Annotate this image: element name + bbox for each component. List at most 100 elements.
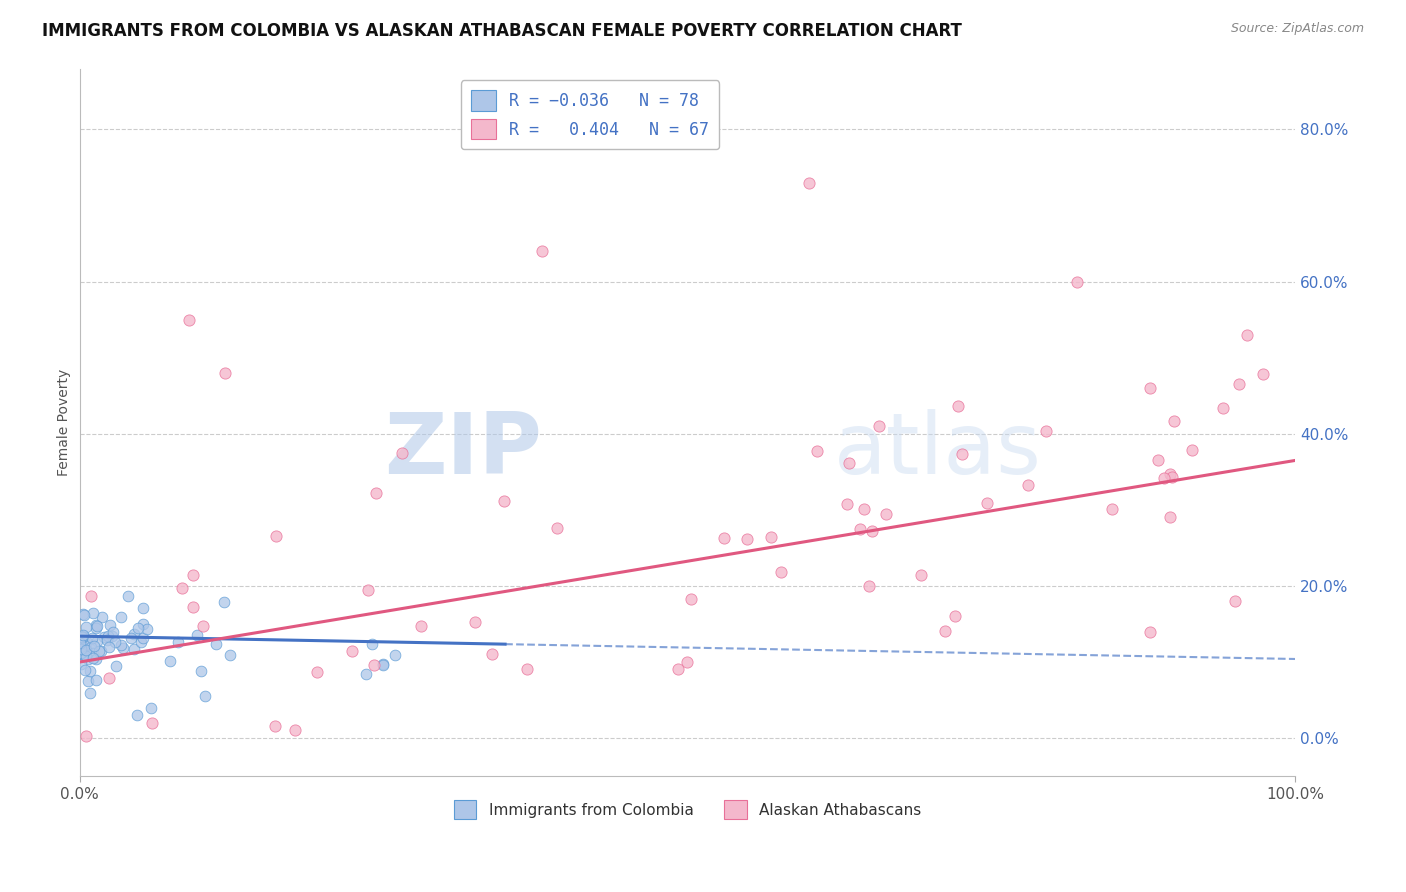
Point (84, 651, 107, 665)
Point (797, 176, 820, 190)
Point (75, 620, 97, 634)
Point (72, 607, 94, 621)
Point (139, 700, 162, 714)
Point (219, 648, 242, 662)
Point (79, 664, 101, 678)
Point (86, 634, 108, 648)
Point (1212, 401, 1234, 415)
Point (357, 583, 380, 598)
Point (384, 648, 406, 662)
Point (101, 629, 124, 643)
Text: Source: ZipAtlas.com: Source: ZipAtlas.com (1230, 22, 1364, 36)
Point (1223, 594, 1246, 608)
Point (80, 631, 103, 645)
Point (124, 642, 146, 657)
Point (159, 654, 181, 668)
Point (858, 579, 880, 593)
Point (167, 634, 190, 648)
Point (129, 634, 152, 648)
Point (1035, 424, 1057, 438)
Point (494, 494, 516, 508)
Point (1163, 414, 1185, 428)
Point (132, 617, 155, 632)
Point (82, 607, 104, 621)
Point (79, 686, 101, 700)
Point (264, 719, 287, 733)
Text: atlas: atlas (834, 409, 1042, 492)
Point (101, 625, 124, 640)
Point (72, 607, 94, 622)
Point (373, 657, 395, 671)
Point (679, 592, 702, 607)
Point (117, 590, 139, 604)
Point (342, 643, 364, 657)
Point (69, 636, 91, 650)
Point (84, 621, 107, 635)
Point (950, 447, 973, 461)
Point (910, 568, 932, 582)
Point (110, 638, 132, 652)
Point (190, 664, 212, 678)
Point (75, 634, 97, 648)
Point (976, 496, 998, 510)
Point (141, 715, 163, 730)
Point (69, 646, 91, 660)
Point (80, 589, 103, 603)
Point (72, 641, 94, 656)
Point (77, 652, 100, 666)
Point (89, 644, 111, 658)
Point (1251, 367, 1274, 381)
Point (212, 595, 235, 609)
Point (943, 609, 966, 624)
Point (91, 610, 114, 624)
Point (69, 637, 91, 651)
Point (98, 640, 121, 654)
Point (84, 617, 107, 632)
Point (181, 567, 204, 582)
Point (132, 631, 155, 645)
Point (366, 485, 388, 500)
Point (1139, 624, 1161, 639)
Point (86, 618, 108, 632)
Point (391, 446, 413, 460)
Point (72, 630, 94, 644)
Point (72, 628, 94, 642)
Point (354, 667, 377, 681)
Point (96, 632, 118, 647)
Point (205, 637, 228, 651)
Point (284, 723, 307, 737)
Point (530, 244, 553, 259)
Point (1159, 509, 1181, 524)
Point (120, 632, 142, 646)
Point (481, 648, 503, 662)
Point (838, 456, 860, 470)
Point (93, 630, 115, 644)
Point (122, 626, 145, 640)
Point (371, 658, 394, 673)
Point (82, 651, 104, 665)
Point (70, 642, 93, 657)
Point (191, 619, 214, 633)
Point (97, 629, 120, 643)
Point (75, 649, 97, 664)
Point (125, 708, 148, 723)
Point (110, 609, 132, 624)
Point (84, 673, 107, 687)
Point (75, 642, 97, 657)
Point (112, 640, 135, 655)
Point (363, 657, 385, 672)
Y-axis label: Female Poverty: Female Poverty (58, 368, 72, 476)
Point (170, 582, 193, 596)
Point (464, 615, 486, 629)
Point (769, 566, 792, 580)
Point (1161, 470, 1184, 484)
Point (82, 646, 104, 660)
Text: ZIP: ZIP (384, 409, 541, 492)
Point (946, 399, 969, 413)
Point (104, 635, 127, 649)
Point (806, 444, 828, 458)
Point (360, 637, 382, 651)
Point (264, 529, 287, 543)
Point (409, 619, 432, 633)
Point (136, 622, 159, 636)
